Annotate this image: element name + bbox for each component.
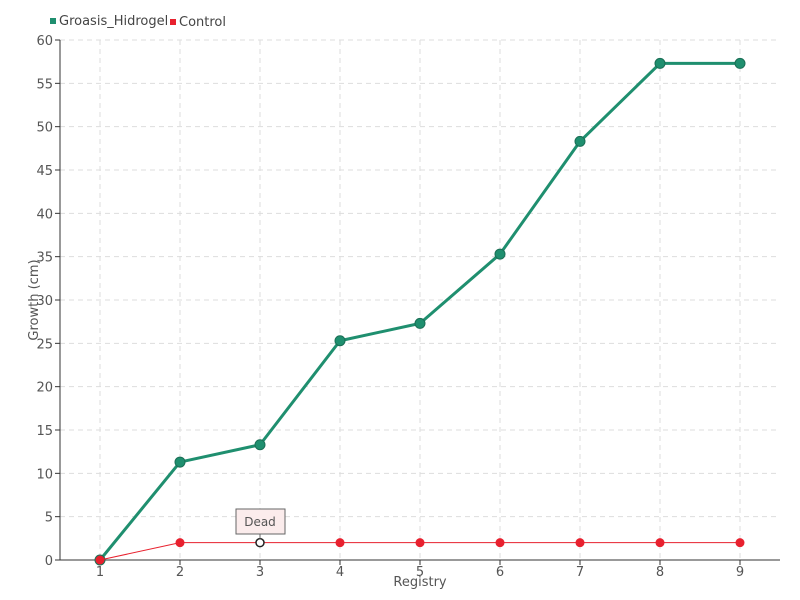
data-point[interactable]	[335, 538, 345, 548]
y-tick-label: 15	[36, 424, 53, 439]
y-tick-label: 5	[45, 511, 53, 526]
x-axis-title: Registry	[393, 575, 447, 590]
data-point[interactable]	[255, 537, 265, 548]
data-point[interactable]	[334, 335, 346, 347]
data-point[interactable]	[655, 538, 665, 548]
legend-swatch-control	[170, 19, 176, 25]
y-tick-label: 55	[36, 77, 53, 92]
y-tick-label: 35	[36, 251, 53, 266]
y-tick-labels: 0 5 10 15 20 25 30 35 40 45 50 55 60	[36, 34, 60, 569]
data-point[interactable]	[654, 57, 666, 69]
x-tick-labels: 1 2 3 4 5 6 7 8 9	[96, 560, 744, 580]
y-tick-label: 20	[36, 381, 53, 396]
x-tick-label: 1	[96, 565, 104, 580]
data-point[interactable]	[174, 456, 186, 468]
series-groasis	[94, 57, 746, 566]
y-tick-label: 25	[36, 337, 53, 352]
data-point[interactable]	[175, 538, 185, 548]
legend-label-control: Control	[179, 15, 226, 30]
data-point[interactable]	[95, 555, 105, 565]
series-control	[95, 537, 745, 565]
legend-item-control[interactable]: Control	[170, 15, 226, 30]
y-tick-label: 60	[36, 34, 53, 49]
data-point[interactable]	[414, 317, 426, 329]
x-tick-label: 9	[736, 565, 744, 580]
legend-swatch-groasis	[50, 18, 56, 24]
data-point[interactable]	[574, 135, 586, 147]
data-point[interactable]	[735, 538, 745, 548]
y-tick-label: 40	[36, 207, 53, 222]
x-tick-label: 5	[416, 565, 424, 580]
y-tick-label: 0	[45, 554, 53, 569]
y-tick-label: 10	[36, 467, 53, 482]
tooltip-text: Dead	[244, 515, 276, 529]
data-point[interactable]	[495, 538, 505, 548]
data-point[interactable]	[734, 57, 746, 69]
legend-item-groasis[interactable]: Groasis_Hidrogel	[50, 14, 168, 29]
data-point[interactable]	[254, 439, 266, 451]
y-tick-label: 30	[36, 294, 53, 309]
y-axis-title: Growth (cm)	[27, 259, 42, 340]
legend: Groasis_Hidrogel Control	[50, 14, 226, 30]
tooltip: Dead	[235, 508, 286, 539]
x-tick-label: 3	[256, 565, 264, 580]
y-tick-label: 45	[36, 164, 53, 179]
x-tick-label: 8	[656, 565, 664, 580]
data-point[interactable]	[415, 538, 425, 548]
legend-label-groasis: Groasis_Hidrogel	[59, 14, 168, 29]
x-tick-label: 7	[576, 565, 584, 580]
data-point[interactable]	[494, 248, 506, 260]
x-tick-label: 2	[176, 565, 184, 580]
data-point[interactable]	[575, 538, 585, 548]
tooltip-box	[235, 508, 286, 535]
x-tick-label: 6	[496, 565, 504, 580]
x-tick-label: 4	[336, 565, 344, 580]
grid	[60, 39, 780, 560]
series	[94, 57, 746, 566]
y-tick-label: 50	[36, 121, 53, 136]
